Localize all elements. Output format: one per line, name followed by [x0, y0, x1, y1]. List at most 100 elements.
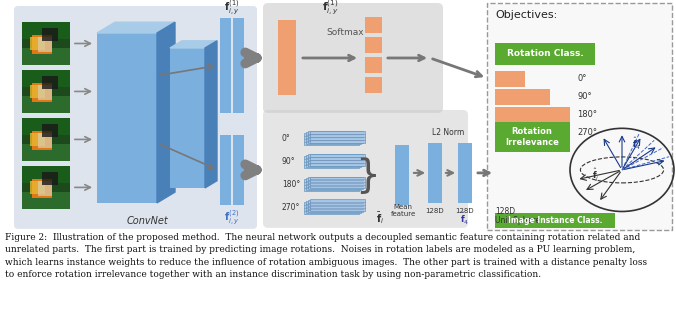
Bar: [22, 118, 70, 135]
Bar: [306, 178, 361, 190]
Bar: [310, 199, 365, 211]
Bar: [495, 122, 570, 152]
Bar: [306, 155, 361, 167]
Polygon shape: [157, 22, 175, 203]
Bar: [42, 77, 58, 89]
Text: $\hat{\mathbf{f}}_4$: $\hat{\mathbf{f}}_4$: [633, 136, 642, 152]
Text: 270°: 270°: [577, 129, 597, 137]
Bar: [42, 124, 58, 137]
Text: Rotation Class.: Rotation Class.: [506, 49, 583, 58]
Bar: [220, 135, 231, 205]
Bar: [38, 181, 52, 196]
Bar: [306, 132, 361, 144]
Bar: [42, 28, 58, 41]
Bar: [22, 22, 70, 65]
Bar: [30, 37, 45, 50]
Bar: [308, 200, 363, 212]
Bar: [233, 18, 244, 113]
FancyBboxPatch shape: [14, 6, 257, 229]
Bar: [38, 133, 52, 148]
Text: 128D: 128D: [456, 208, 475, 214]
Bar: [310, 130, 365, 143]
Bar: [220, 18, 231, 113]
Bar: [97, 33, 157, 203]
Bar: [170, 48, 205, 188]
Bar: [365, 77, 382, 93]
Bar: [306, 201, 361, 213]
Text: $\bar{\mathbf{f}}_i$: $\bar{\mathbf{f}}_i$: [376, 210, 384, 226]
Polygon shape: [97, 22, 175, 33]
Bar: [310, 153, 365, 166]
Bar: [32, 131, 52, 150]
Text: 90°: 90°: [577, 93, 592, 101]
Bar: [22, 70, 70, 87]
Bar: [308, 154, 363, 166]
Bar: [32, 35, 52, 54]
Text: 0°: 0°: [282, 134, 291, 144]
Polygon shape: [205, 41, 217, 188]
FancyBboxPatch shape: [263, 3, 443, 113]
Text: 128D: 128D: [426, 208, 444, 214]
Bar: [310, 176, 365, 189]
Bar: [495, 89, 550, 105]
Text: 180°: 180°: [282, 181, 300, 189]
Text: Figure 2:  Illustration of the proposed method.  The neural network outputs a de: Figure 2: Illustration of the proposed m…: [5, 233, 648, 279]
Bar: [38, 37, 52, 52]
Text: 270°: 270°: [282, 204, 300, 212]
Bar: [495, 107, 570, 123]
Bar: [495, 125, 515, 141]
Bar: [304, 156, 359, 168]
Bar: [22, 96, 70, 113]
Bar: [304, 133, 359, 145]
Text: 180°: 180°: [577, 110, 597, 119]
Bar: [487, 3, 672, 230]
Text: $\mathbf{f}^{(1)}_{i,y}$: $\mathbf{f}^{(1)}_{i,y}$: [322, 0, 339, 17]
Bar: [304, 202, 359, 214]
Bar: [22, 166, 70, 183]
FancyBboxPatch shape: [263, 110, 468, 228]
Text: Unit Sphere: Unit Sphere: [495, 216, 540, 226]
Bar: [395, 145, 409, 205]
Bar: [365, 17, 382, 33]
Text: 90°: 90°: [282, 157, 295, 167]
Text: ConvNet: ConvNet: [126, 216, 168, 226]
Text: $\mathbf{f}^{(2)}_{i,y}$: $\mathbf{f}^{(2)}_{i,y}$: [224, 209, 240, 227]
Bar: [233, 135, 244, 205]
Bar: [22, 144, 70, 161]
Text: Image Instance Class.: Image Instance Class.: [508, 216, 602, 226]
Bar: [42, 172, 58, 185]
Text: 0°: 0°: [577, 74, 586, 84]
Text: Rotation
Irrelevance: Rotation Irrelevance: [505, 127, 559, 147]
Bar: [30, 85, 45, 98]
Bar: [22, 118, 70, 161]
Bar: [495, 43, 595, 65]
Bar: [365, 57, 382, 73]
Bar: [30, 181, 45, 194]
Bar: [308, 131, 363, 143]
Bar: [32, 179, 52, 198]
Text: $\hat{\mathbf{f}}_4$: $\hat{\mathbf{f}}_4$: [460, 211, 470, 227]
Text: }: }: [356, 156, 381, 194]
Text: 128D: 128D: [495, 207, 515, 216]
Bar: [22, 48, 70, 65]
Bar: [458, 143, 472, 203]
Bar: [22, 166, 70, 209]
Text: $\mathbf{f}^{(1)}_{i,y}$: $\mathbf{f}^{(1)}_{i,y}$: [224, 0, 240, 17]
Bar: [428, 143, 442, 203]
Bar: [495, 213, 615, 228]
Bar: [22, 192, 70, 209]
Text: Softmax: Softmax: [327, 28, 364, 37]
Text: Mean
feature: Mean feature: [390, 204, 416, 217]
Bar: [278, 20, 296, 95]
Bar: [22, 70, 70, 113]
Text: L2 Norm: L2 Norm: [432, 129, 464, 137]
Bar: [32, 83, 52, 102]
Bar: [38, 85, 52, 100]
Bar: [495, 71, 525, 87]
Text: Objectives:: Objectives:: [495, 10, 557, 20]
Bar: [22, 22, 70, 39]
Bar: [30, 133, 45, 146]
Bar: [304, 179, 359, 191]
Text: $\hat{\mathbf{f}}_j$: $\hat{\mathbf{f}}_j$: [592, 167, 600, 183]
Polygon shape: [170, 41, 217, 48]
